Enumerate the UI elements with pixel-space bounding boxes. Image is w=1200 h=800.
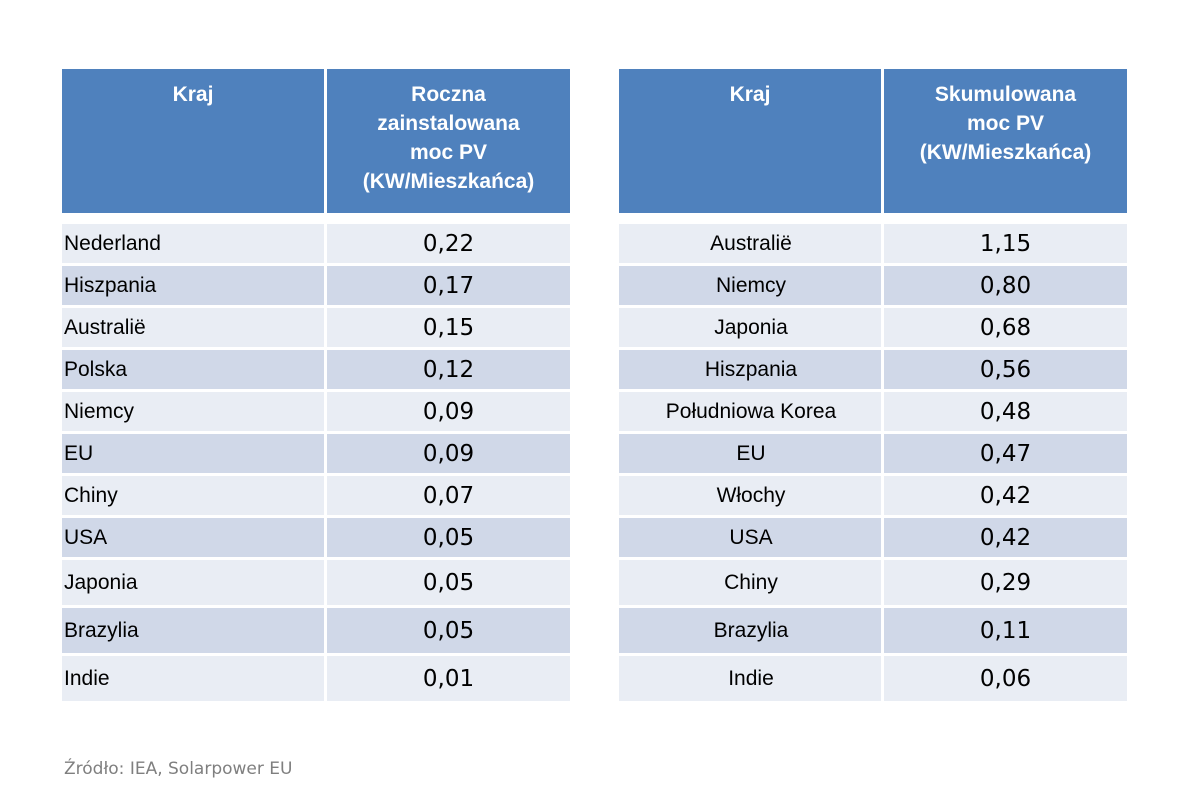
table-row: EU 0,09: [62, 431, 570, 473]
country-cell: EU: [62, 431, 327, 473]
table-row: Hiszpania 0,17: [62, 263, 570, 305]
country-cell: Japonia: [619, 305, 884, 347]
value-cell: 0,06: [884, 653, 1127, 701]
value-cell: 0,05: [327, 557, 570, 605]
table-row: Włochy 0,42: [619, 473, 1127, 515]
value-cell: 0,12: [327, 347, 570, 389]
value-cell: 0,09: [327, 389, 570, 431]
country-cell: Australië: [62, 305, 327, 347]
country-cell: Niemcy: [619, 263, 884, 305]
table-row: Brazylia 0,05: [62, 605, 570, 653]
table-row: Chiny 0,07: [62, 473, 570, 515]
value-cell: 0,47: [884, 431, 1127, 473]
country-cell: Niemcy: [62, 389, 327, 431]
table-row: Niemcy 0,09: [62, 389, 570, 431]
header-country: Kraj: [62, 69, 327, 213]
source-note: Źródło: IEA, Solarpower EU: [64, 759, 293, 779]
country-cell: Chiny: [62, 473, 327, 515]
value-cell: 0,48: [884, 389, 1127, 431]
value-cell: 0,05: [327, 605, 570, 653]
country-cell: EU: [619, 431, 884, 473]
country-cell: USA: [62, 515, 327, 557]
table-row: Hiszpania 0,56: [619, 347, 1127, 389]
value-cell: 0,17: [327, 263, 570, 305]
country-cell: Indie: [619, 653, 884, 701]
table-header-row: Kraj Skumulowana moc PV (KW/Mieszkańca): [619, 69, 1127, 213]
table-row: Japonia 0,05: [62, 557, 570, 605]
country-cell: Brazylia: [62, 605, 327, 653]
table-row: Australië 1,15: [619, 221, 1127, 263]
country-cell: Indie: [62, 653, 327, 701]
header-country: Kraj: [619, 69, 884, 213]
country-cell: Chiny: [619, 557, 884, 605]
cumulative-pv-table: Kraj Skumulowana moc PV (KW/Mieszkańca) …: [619, 69, 1127, 701]
country-cell: Australië: [619, 221, 884, 263]
value-cell: 0,15: [327, 305, 570, 347]
value-cell: 0,22: [327, 221, 570, 263]
value-cell: 0,07: [327, 473, 570, 515]
value-cell: 0,11: [884, 605, 1127, 653]
country-cell: USA: [619, 515, 884, 557]
value-cell: 0,29: [884, 557, 1127, 605]
table-row: USA 0,05: [62, 515, 570, 557]
header-gap: [619, 213, 1127, 221]
country-cell: Południowa Korea: [619, 389, 884, 431]
header-annual-installed: Roczna zainstalowana moc PV (KW/Mieszkań…: [327, 69, 570, 213]
country-cell: Włochy: [619, 473, 884, 515]
table-row: Japonia 0,68: [619, 305, 1127, 347]
table-row: Brazylia 0,11: [619, 605, 1127, 653]
country-cell: Polska: [62, 347, 327, 389]
value-cell: 1,15: [884, 221, 1127, 263]
table-row: Australië 0,15: [62, 305, 570, 347]
header-cumulative: Skumulowana moc PV (KW/Mieszkańca): [884, 69, 1127, 213]
value-cell: 0,09: [327, 431, 570, 473]
table-row: Polska 0,12: [62, 347, 570, 389]
value-cell: 0,42: [884, 473, 1127, 515]
country-cell: Nederland: [62, 221, 327, 263]
table-row: Indie 0,01: [62, 653, 570, 701]
table-row: Chiny 0,29: [619, 557, 1127, 605]
annual-pv-table: Kraj Roczna zainstalowana moc PV (KW/Mie…: [62, 69, 570, 701]
country-cell: Hiszpania: [62, 263, 327, 305]
value-cell: 0,01: [327, 653, 570, 701]
table-row: USA 0,42: [619, 515, 1127, 557]
table-row: Południowa Korea 0,48: [619, 389, 1127, 431]
value-cell: 0,80: [884, 263, 1127, 305]
country-cell: Hiszpania: [619, 347, 884, 389]
value-cell: 0,68: [884, 305, 1127, 347]
country-cell: Japonia: [62, 557, 327, 605]
value-cell: 0,05: [327, 515, 570, 557]
header-gap: [62, 213, 570, 221]
value-cell: 0,42: [884, 515, 1127, 557]
table-row: Indie 0,06: [619, 653, 1127, 701]
value-cell: 0,56: [884, 347, 1127, 389]
country-cell: Brazylia: [619, 605, 884, 653]
table-row: EU 0,47: [619, 431, 1127, 473]
table-header-row: Kraj Roczna zainstalowana moc PV (KW/Mie…: [62, 69, 570, 213]
table-row: Niemcy 0,80: [619, 263, 1127, 305]
table-row: Nederland 0,22: [62, 221, 570, 263]
